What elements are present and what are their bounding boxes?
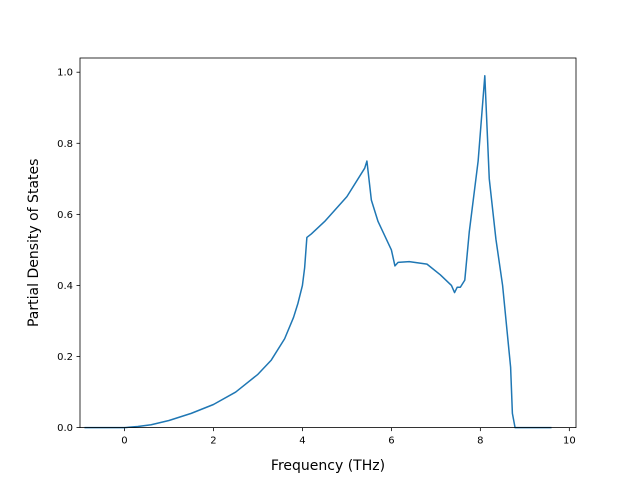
x-axis-label: Frequency (THz)	[271, 458, 385, 474]
y-tick-label: 0.2	[57, 352, 73, 363]
y-tick-label: 0.6	[57, 210, 73, 221]
x-tick-label: 6	[388, 436, 394, 447]
y-tick-label: 1.0	[57, 68, 73, 79]
pdos-series-line	[84, 75, 552, 429]
x-tick-label: 8	[477, 436, 483, 447]
y-tick-label: 0.8	[57, 139, 73, 150]
x-tick-label: 2	[210, 436, 216, 447]
y-tick-label: 0.0	[57, 423, 73, 434]
x-axis-ticks: 0 2 4 6 8 10	[121, 427, 576, 447]
x-tick-label: 4	[299, 436, 305, 447]
y-axis-ticks: 0.0 0.2 0.4 0.6 0.8 1.0	[57, 68, 80, 434]
plot-frame	[79, 57, 577, 429]
x-tick-label: 10	[563, 436, 576, 447]
y-axis-label: Partial Density of States	[26, 159, 42, 327]
y-tick-label: 0.4	[57, 281, 73, 292]
x-tick-label: 0	[121, 436, 127, 447]
plot-area	[80, 58, 576, 428]
